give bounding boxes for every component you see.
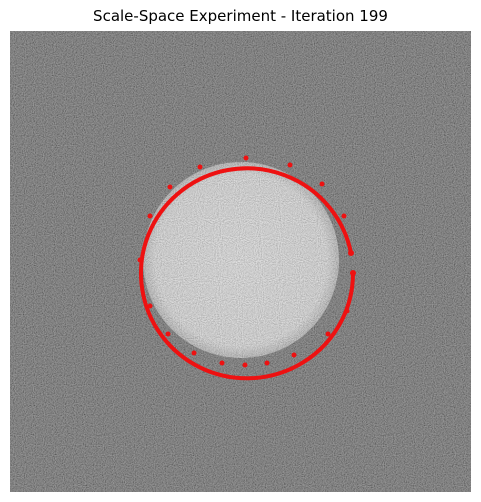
contour-points — [137, 155, 356, 368]
image-panel — [10, 31, 471, 492]
figure-title: Scale-Space Experiment - Iteration 199 — [93, 7, 388, 25]
image-canvas — [10, 31, 471, 492]
contour-curve — [139, 166, 355, 381]
